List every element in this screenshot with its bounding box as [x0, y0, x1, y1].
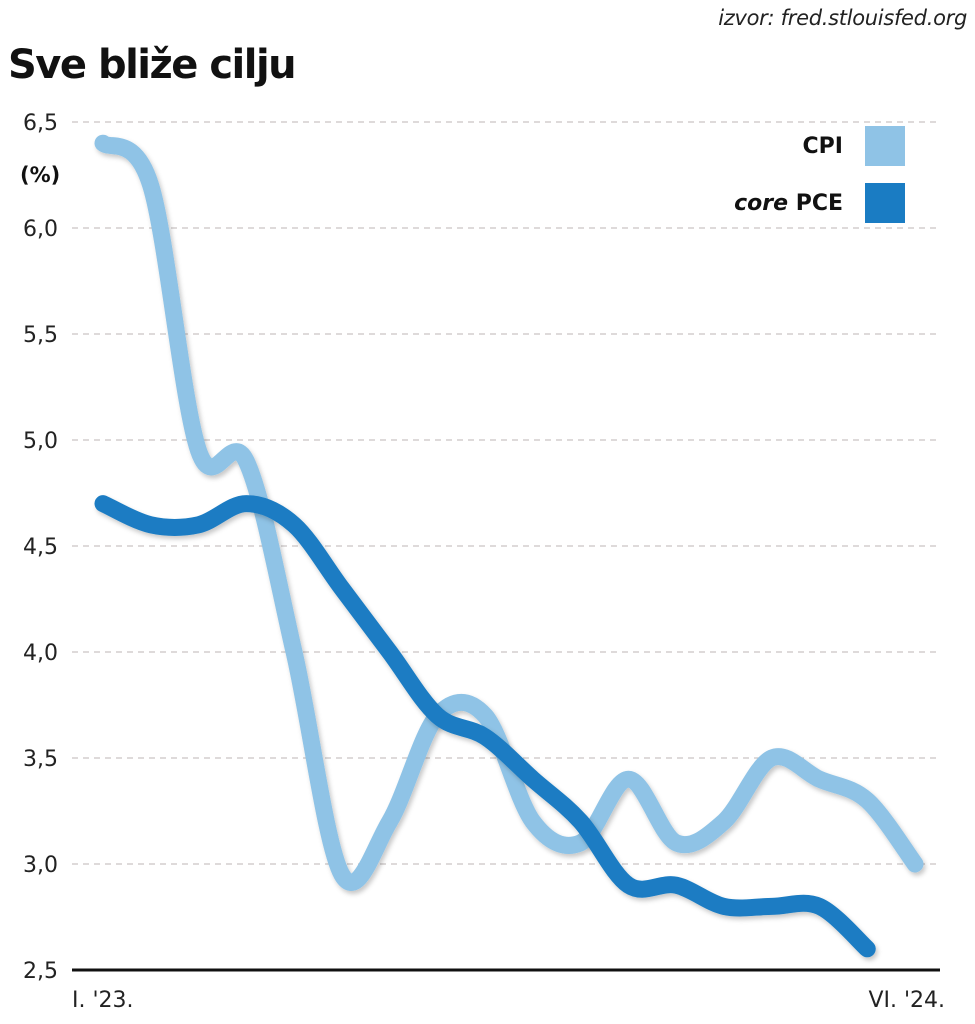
- y-tick-label: 3,0: [23, 853, 58, 878]
- gridlines: [72, 121, 940, 865]
- legend-item-cpi: CPI: [803, 126, 905, 166]
- y-tick-label: 4,0: [23, 641, 58, 666]
- x-tick-label-start: I. '23.: [72, 988, 134, 1013]
- y-tick-label: 5,5: [23, 323, 58, 348]
- y-axis-ticks: 2,5 3,0 3,5 4,0 4,5 5,0 5,5 6,0 6,5: [23, 111, 58, 984]
- y-tick-label: 2,5: [23, 959, 58, 984]
- x-axis-ticks: I. '23. VI. '24.: [72, 988, 945, 1013]
- legend-swatch-core-pce: [865, 183, 905, 223]
- series-lines: [94, 134, 924, 958]
- y-tick-label: 5,0: [23, 429, 58, 454]
- legend-swatch-cpi: [865, 126, 905, 166]
- legend-item-core-pce: core PCE: [734, 183, 905, 223]
- source-note: izvor: fred.stlouisfed.org: [718, 6, 967, 30]
- y-tick-label: 3,5: [23, 747, 58, 772]
- legend-label-core-pce: core PCE: [734, 190, 843, 216]
- x-tick-label-end: VI. '24.: [868, 988, 945, 1013]
- legend-label-cpi: CPI: [802, 133, 843, 159]
- series-line-core-pce: [94, 495, 876, 958]
- y-tick-label: 4,5: [23, 535, 58, 560]
- y-tick-label: 6,0: [23, 217, 58, 242]
- y-axis-unit-label: (%): [20, 163, 60, 187]
- y-tick-label: 6,5: [23, 111, 58, 136]
- chart-title: Sve bliže cilju: [8, 42, 297, 88]
